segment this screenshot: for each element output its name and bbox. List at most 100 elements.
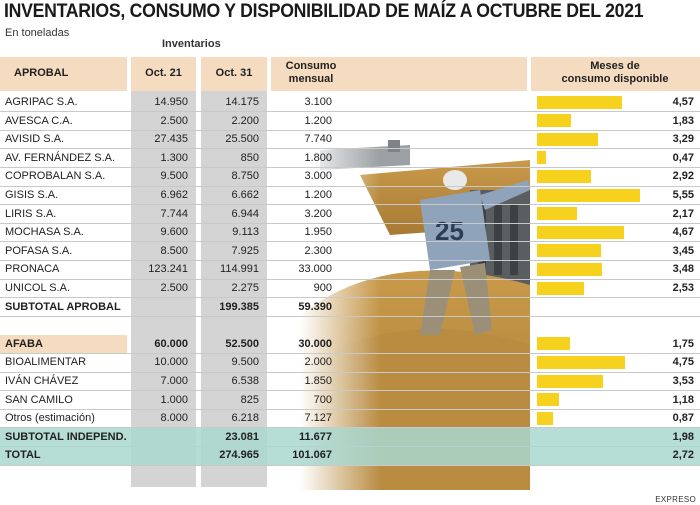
cell-oct31: 274.965 bbox=[219, 449, 259, 462]
cell-meses: 1,75 bbox=[672, 337, 694, 350]
row-divider bbox=[0, 148, 700, 150]
cell-meses: 2,17 bbox=[672, 207, 694, 220]
cell-oct31: 825 bbox=[240, 393, 259, 406]
row-divider bbox=[0, 111, 700, 113]
cell-oct21: 123.241 bbox=[148, 263, 188, 276]
cell-consumo: 7.127 bbox=[304, 412, 332, 425]
cell-oct31: 6.944 bbox=[231, 207, 259, 220]
cell-name: SUBTOTAL INDEPEND. bbox=[5, 430, 127, 443]
cell-meses: 1,98 bbox=[672, 430, 694, 443]
cell-meses: 1,18 bbox=[672, 393, 694, 406]
cell-name: MOCHASA S.A. bbox=[5, 226, 84, 239]
cell-name: AVISID S.A. bbox=[5, 133, 65, 146]
cell-oct21: 9.500 bbox=[160, 170, 188, 183]
bar-meses bbox=[537, 225, 624, 239]
cell-meses: 4,57 bbox=[672, 96, 694, 108]
header-meses-l2: consumo disponible bbox=[561, 73, 669, 85]
header-meses-l1: Meses de bbox=[590, 60, 640, 72]
bar-meses bbox=[537, 114, 571, 128]
row-divider bbox=[0, 408, 700, 410]
bar-meses bbox=[537, 132, 599, 146]
inventarios-group-header: Inventarios bbox=[162, 38, 221, 50]
header-company: APROBAL bbox=[14, 67, 69, 79]
row-divider bbox=[0, 241, 700, 243]
cell-consumo: 1.200 bbox=[304, 114, 332, 127]
cell-consumo: 2.000 bbox=[304, 356, 332, 369]
cell-consumo: 33.000 bbox=[298, 263, 332, 276]
cell-meses: 0,87 bbox=[672, 412, 694, 425]
cell-name: AVESCA C.A. bbox=[5, 114, 73, 127]
bar-meses bbox=[537, 151, 546, 165]
row-divider bbox=[0, 297, 700, 299]
cell-name: Otros (estimación) bbox=[5, 412, 95, 425]
cell-consumo: 1.850 bbox=[304, 375, 332, 387]
cell-consumo: 11.677 bbox=[298, 430, 332, 443]
header-gap-4 bbox=[527, 57, 531, 91]
row-divider bbox=[0, 166, 700, 168]
unit-label: En toneladas bbox=[5, 27, 70, 39]
chart-title: INVENTARIOS, CONSUMO Y DISPONIBILIDAD DE… bbox=[4, 1, 644, 22]
row-divider bbox=[0, 259, 700, 261]
cell-oct31: 9.500 bbox=[231, 356, 259, 369]
cell-consumo: 101.067 bbox=[292, 449, 332, 462]
cell-name: SUBTOTAL APROBAL bbox=[5, 300, 121, 313]
cell-name: AGRIPAC S.A. bbox=[5, 96, 78, 108]
bar-meses bbox=[537, 207, 578, 221]
cell-oct21: 7.744 bbox=[160, 207, 188, 220]
row-divider bbox=[0, 185, 700, 187]
cell-meses: 3,53 bbox=[672, 375, 694, 387]
source-credit: EXPRESO bbox=[655, 495, 696, 504]
cell-consumo: 1.200 bbox=[304, 189, 332, 201]
cell-name: IVÁN CHÁVEZ bbox=[5, 375, 79, 387]
cell-oct21: 10.000 bbox=[154, 356, 188, 369]
cell-oct31: 2.200 bbox=[231, 114, 259, 127]
row-divider bbox=[0, 204, 700, 206]
cell-oct31: 9.113 bbox=[232, 226, 259, 239]
cell-oct31: 2.275 bbox=[231, 282, 259, 294]
bar-meses bbox=[537, 262, 602, 276]
cell-name: PRONACA bbox=[5, 263, 60, 276]
bar-meses bbox=[537, 169, 592, 183]
header-gap-3 bbox=[127, 57, 131, 91]
cell-consumo: 1.950 bbox=[304, 226, 332, 239]
bar-meses bbox=[537, 393, 559, 407]
header-gap-2 bbox=[196, 57, 201, 91]
cell-name: AFABA bbox=[5, 337, 43, 350]
cell-consumo: 7.740 bbox=[304, 133, 332, 146]
bar-meses bbox=[537, 374, 603, 388]
bar-meses bbox=[537, 244, 602, 258]
cell-meses: 3,48 bbox=[672, 263, 694, 276]
cell-oct21: 27.435 bbox=[154, 133, 188, 146]
cell-name: GISIS S.A. bbox=[5, 189, 59, 201]
teal-row-band bbox=[0, 446, 700, 465]
oct31-column-band bbox=[201, 57, 267, 487]
cell-meses: 2,72 bbox=[672, 449, 694, 462]
row-divider bbox=[0, 352, 700, 354]
cell-oct31: 14.175 bbox=[225, 96, 259, 108]
cell-consumo: 1.800 bbox=[304, 151, 332, 164]
cell-oct31: 6.218 bbox=[231, 412, 259, 425]
header-consumo-l1: Consumo bbox=[285, 60, 337, 72]
cell-consumo: 700 bbox=[313, 393, 332, 406]
group-row-band bbox=[0, 334, 127, 354]
cell-meses: 5,55 bbox=[672, 189, 694, 201]
cell-oct31: 850 bbox=[240, 151, 259, 164]
row-divider bbox=[0, 278, 700, 280]
cell-meses: 2,92 bbox=[672, 170, 694, 183]
cell-oct21: 9.600 bbox=[160, 226, 188, 239]
row-divider bbox=[0, 371, 700, 373]
cell-oct21: 8.000 bbox=[160, 412, 188, 425]
cell-consumo: 3.000 bbox=[304, 170, 332, 183]
bar-meses bbox=[537, 337, 570, 351]
row-divider bbox=[0, 390, 700, 392]
cell-consumo: 2.300 bbox=[304, 244, 332, 257]
bar-meses bbox=[537, 355, 626, 369]
cell-name: TOTAL bbox=[5, 449, 41, 462]
cell-oct31: 23.081 bbox=[225, 430, 259, 443]
cell-oct21: 2.500 bbox=[160, 114, 188, 127]
cell-consumo: 900 bbox=[313, 282, 332, 294]
cell-oct21: 60.000 bbox=[154, 337, 188, 350]
bar-meses bbox=[537, 411, 554, 425]
header-consumo-l2: mensual bbox=[288, 73, 334, 85]
cell-oct21: 6.962 bbox=[160, 189, 188, 201]
